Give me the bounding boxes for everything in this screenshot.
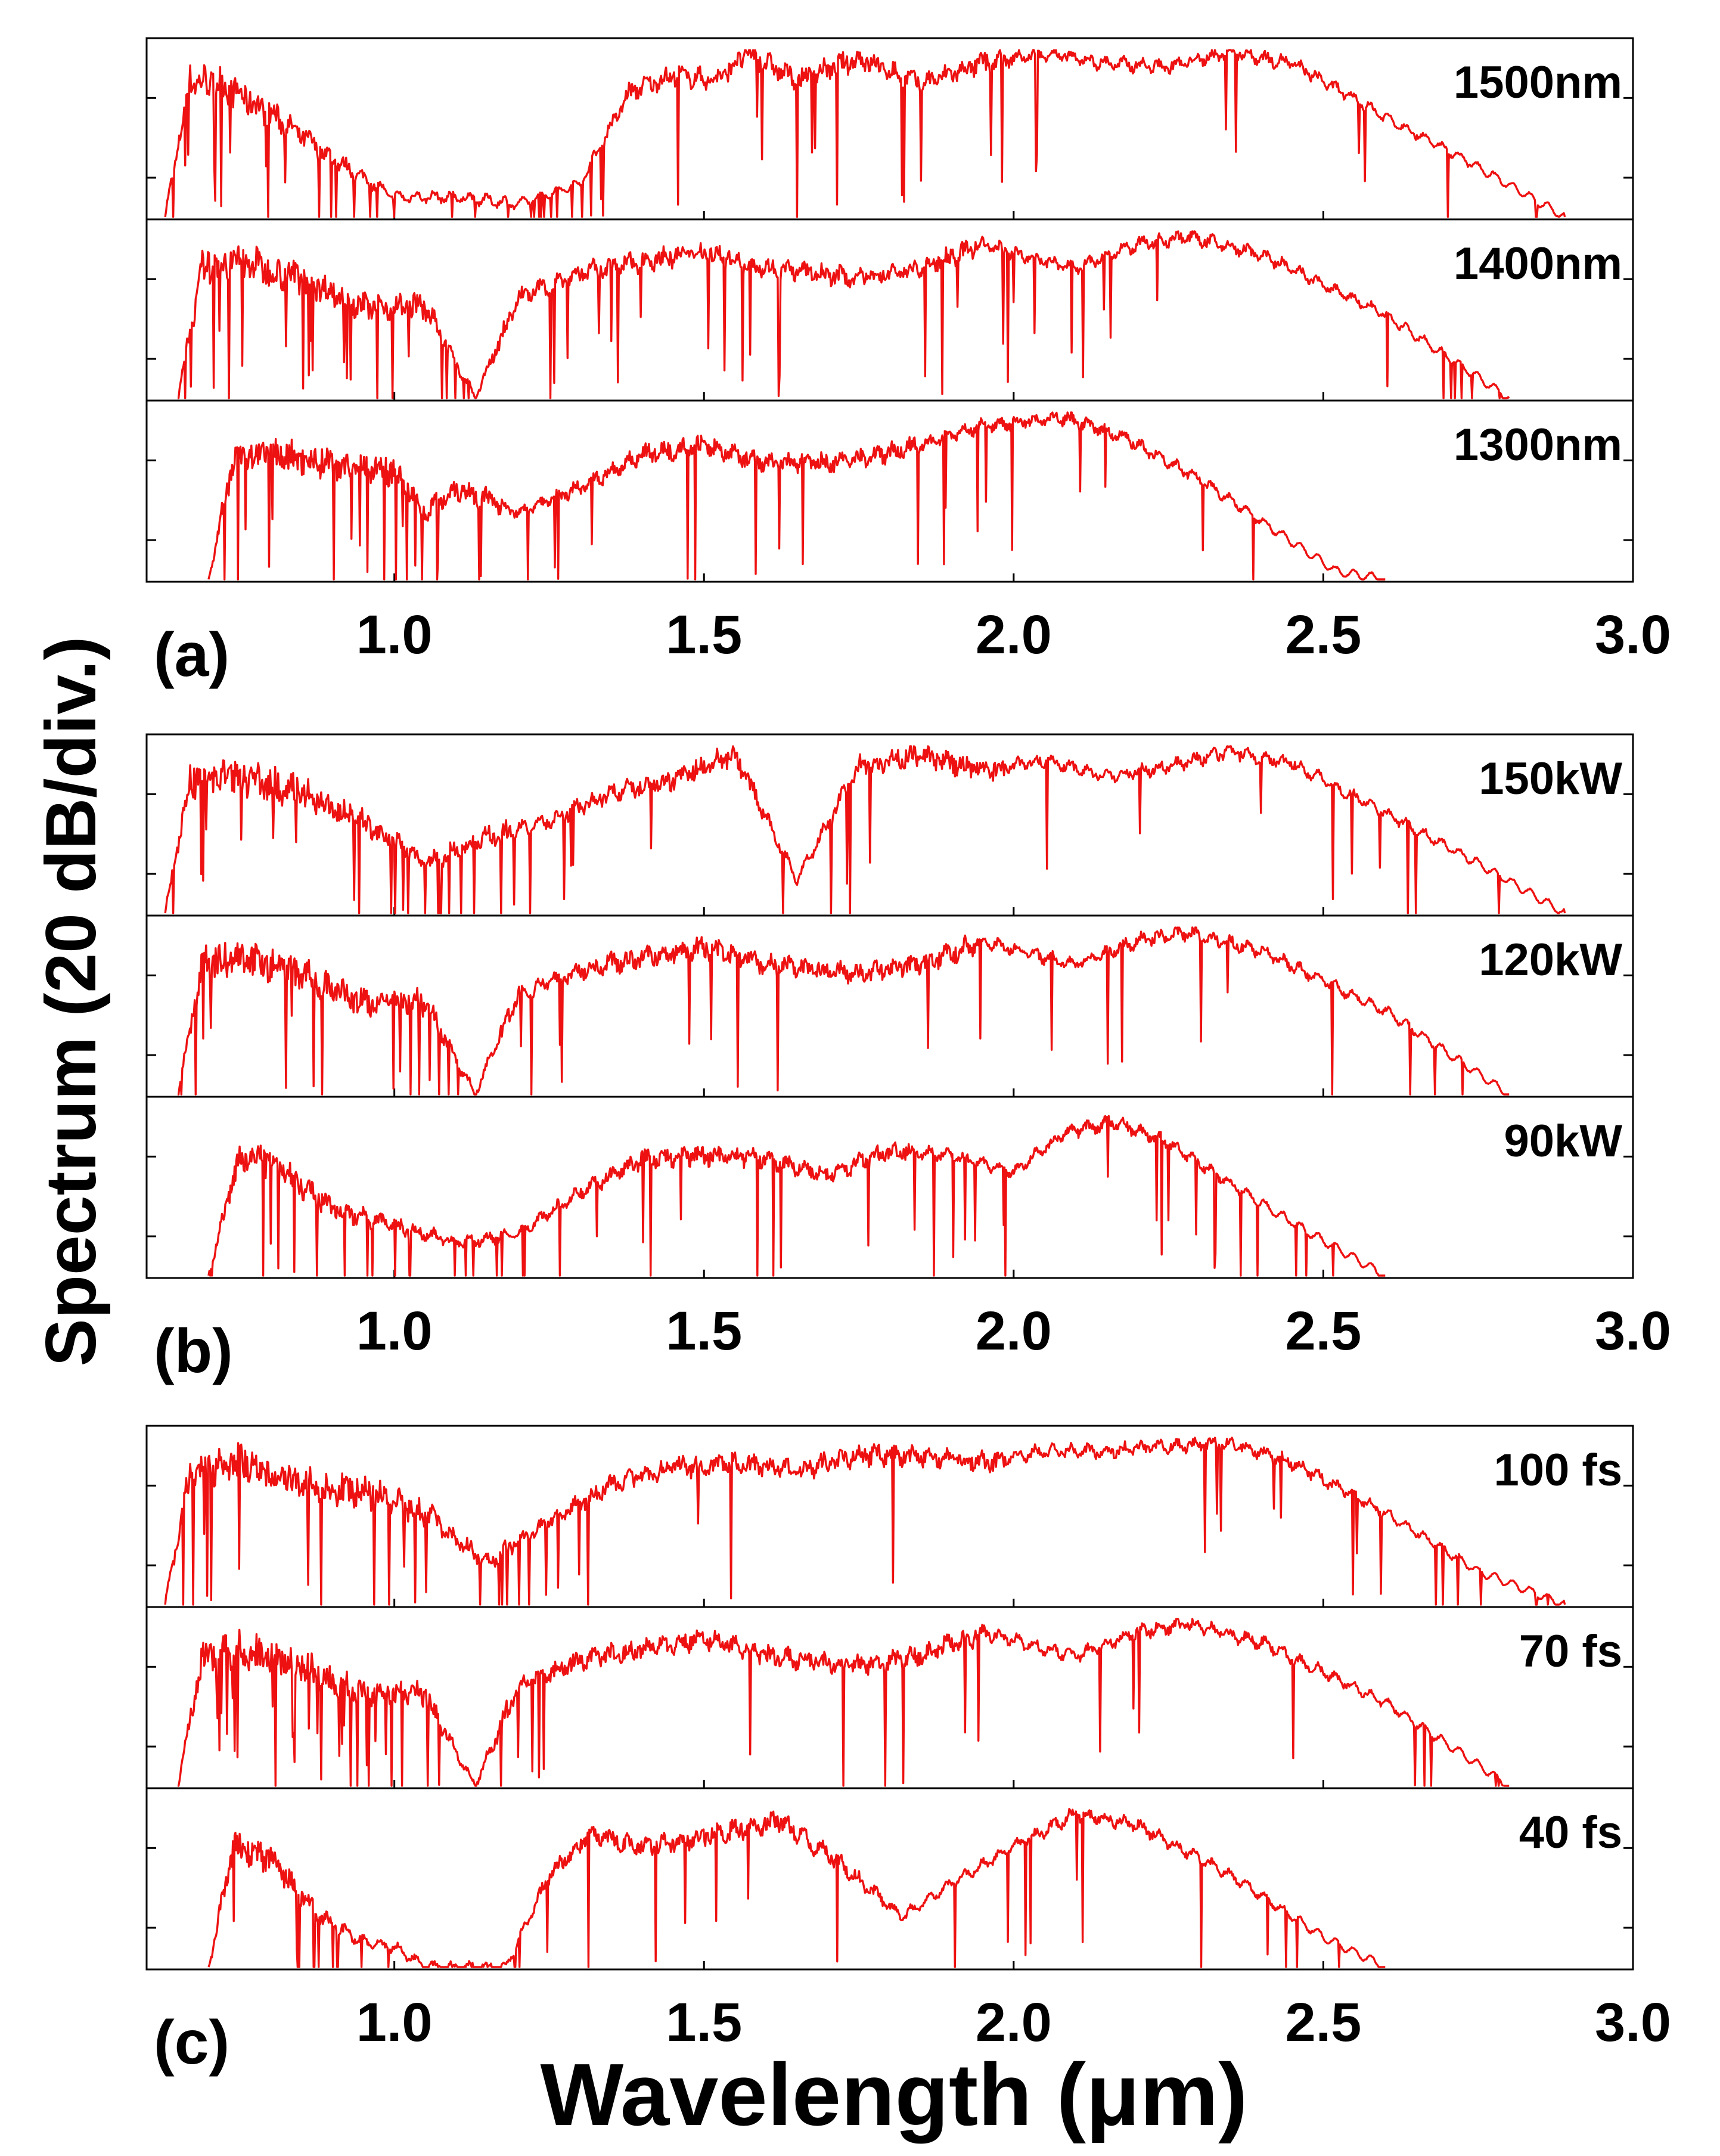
x-tick-label: 2.0 (976, 604, 1052, 665)
x-tick-label: 2.5 (1285, 604, 1361, 665)
spectrum-panel: 1300nm (145, 399, 1634, 583)
spectrum-trace (164, 1437, 1566, 1606)
panel-label: 100 fs (1494, 1445, 1623, 1496)
x-tick-label: 3.0 (1595, 1301, 1671, 1361)
spectrum-panel: 1500nm (145, 37, 1634, 221)
spectrum-panel: 90kW (145, 1096, 1634, 1279)
x-tick-label: 3.0 (1595, 604, 1671, 665)
plot-group: 1500nm 1400nm 1300nm 1.0 1.5 2.0 2.5 3.0 (a) (145, 37, 1671, 690)
x-tick-label: 2.5 (1285, 1301, 1361, 1361)
plot-group: 100 fs 70 fs 40 fs 1.0 1.5 2.0 2.5 3.0 (c) (145, 1425, 1671, 2077)
x-tick-label: 1.5 (666, 604, 742, 665)
spectrum-trace (177, 230, 1510, 399)
x-tick-label: 1.0 (356, 604, 433, 665)
group-letter: (b) (154, 1317, 233, 1386)
panel-label: 90kW (1504, 1116, 1622, 1167)
x-tick-label: 1.0 (356, 1992, 433, 2053)
panel-label: 70 fs (1519, 1626, 1622, 1677)
spectrum-panel: 1400nm (145, 218, 1634, 402)
x-tick-label: 2.0 (976, 1992, 1052, 2053)
spectrum-trace (177, 1618, 1510, 1787)
spectrum-panel: 70 fs (145, 1606, 1634, 1789)
panel-frame (145, 1787, 1634, 1971)
panel-label: 120kW (1479, 935, 1622, 985)
group-letter: (c) (154, 2008, 229, 2077)
x-axis-label: Wavelength (μm) (541, 2046, 1248, 2144)
plot-groups: 1500nm 1400nm 1300nm 1.0 1.5 2.0 2.5 3.0 (a) 150k… (145, 37, 1671, 2077)
spectrum-panel: 150kW (145, 733, 1634, 917)
panel-label: 1300nm (1454, 420, 1622, 470)
x-tick-label: 1.0 (356, 1301, 433, 1361)
x-tick-label: 2.5 (1285, 1992, 1361, 2053)
plot-group: 150kW 120kW 90kW 1.0 1.5 2.0 2.5 3.0 (b) (145, 733, 1671, 1386)
spectrum-trace (207, 411, 1386, 581)
panel-label: 1400nm (1454, 238, 1622, 289)
spectrum-panel: 100 fs (145, 1425, 1634, 1608)
panel-frame (145, 399, 1634, 583)
spectrum-trace (164, 49, 1566, 218)
x-tick-label: 1.5 (666, 1992, 742, 2053)
spectrum-panel: 120kW (145, 914, 1634, 1098)
spectrum-trace (177, 926, 1510, 1096)
panel-label: 40 fs (1519, 1807, 1622, 1858)
x-tick-label: 1.5 (666, 1301, 742, 1361)
panel-frame (145, 1096, 1634, 1279)
x-tick-label: 2.0 (976, 1301, 1052, 1361)
group-letter: (a) (154, 621, 229, 690)
spectrum-trace (164, 745, 1566, 914)
spectrum-trace (207, 1115, 1386, 1277)
x-tick-label: 3.0 (1595, 1992, 1671, 2053)
panel-label: 150kW (1479, 753, 1622, 804)
spectrum-panel: 40 fs (145, 1787, 1634, 1971)
panel-label: 1500nm (1454, 57, 1622, 108)
spectrum-trace (207, 1808, 1386, 1968)
y-axis-label: Spectrum (20 dB/div.) (31, 637, 111, 1367)
